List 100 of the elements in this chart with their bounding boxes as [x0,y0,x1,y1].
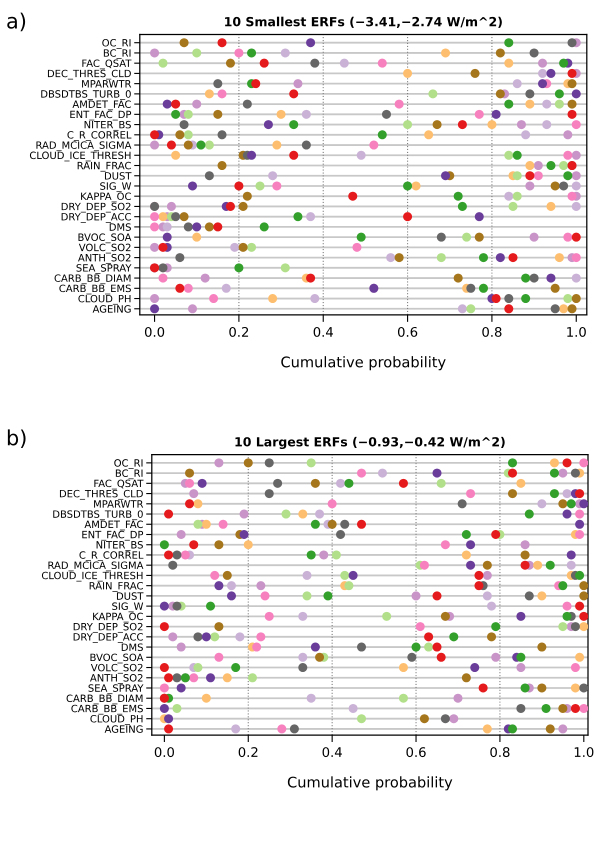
point [204,140,214,150]
point [572,89,581,98]
point [521,274,530,283]
point [150,304,160,314]
y-tick-label: OC_RI [102,39,130,49]
point [521,294,530,304]
point [534,161,543,170]
point [491,652,500,662]
point [466,489,476,498]
chart-title: 10 Largest ERFs (−0.93,−0.42 W/m^2) [235,436,505,450]
point [336,478,346,488]
point [487,632,496,642]
point [231,663,240,672]
y-tick-label: ENT_FAC_DP [70,110,132,120]
x-axis-title: Cumulative probability [281,356,446,370]
y-tick-label: KAPPA_OC [93,612,143,622]
point [524,510,534,519]
point [164,714,174,724]
point [306,274,316,283]
point [222,284,231,293]
point [273,478,282,488]
point [579,581,588,590]
point [512,150,522,160]
point [516,704,526,713]
point [192,222,202,232]
y-tick-label: DEC_THRES_CLD [48,70,131,80]
point [242,192,252,201]
y-tick-label: VOLC_SO2 [90,664,142,674]
point [550,181,560,190]
point [310,58,320,68]
point [214,540,224,550]
y-tick-label: DMS [110,223,131,231]
point [575,510,584,519]
point [478,683,488,692]
y-tick-label: RAD_MCICA_SIGMA [48,561,144,572]
point [328,499,337,508]
point [462,232,472,242]
point [150,48,160,58]
y-tick-label: OC_RI [114,459,142,469]
point [332,550,341,560]
point [572,253,581,262]
point [432,468,442,478]
point [348,704,358,713]
point [530,48,539,58]
point [508,458,518,468]
point [508,202,518,211]
point [424,642,434,652]
point [412,181,421,190]
point [521,130,530,140]
point [247,150,256,160]
point [508,724,518,734]
point [150,140,160,150]
x-tick-label: 0.2 [238,747,258,758]
point [525,100,534,109]
point [562,458,572,468]
y-tick-label: SEA_SPRAY [76,264,132,274]
x-tick-label: 0.6 [406,747,426,758]
point [202,632,211,642]
point [575,489,584,498]
point [458,304,467,314]
point [340,58,349,68]
point [150,212,160,222]
point [542,120,552,130]
point [474,110,484,119]
point [504,100,514,109]
point [542,100,552,109]
point [298,510,308,519]
point [298,612,308,621]
y-tick-label: CARB_BB_DIAM [54,274,130,284]
point [550,304,560,314]
y-tick-label: ANTH_SO2 [78,254,130,264]
point [184,110,193,119]
point [206,673,216,682]
point [210,570,220,580]
point [559,58,568,68]
point [196,140,206,150]
point [200,274,210,283]
point [570,683,580,692]
point [570,704,580,713]
point [162,222,172,232]
point [251,79,260,88]
point [231,724,240,734]
point [458,202,467,211]
point [474,212,484,222]
point [185,478,194,488]
x-tick-label: 0.2 [229,326,248,337]
y-tick-label: AGEING [104,725,143,733]
point [214,581,224,590]
point [487,120,496,130]
point [512,192,522,201]
point [436,253,446,262]
point [150,242,160,252]
point [537,591,546,600]
point [206,602,216,611]
point [386,253,396,262]
point [570,622,580,632]
point [166,140,176,150]
y-tick-label: CLOUD_ICE_THRESH [30,152,130,162]
point [306,458,316,468]
point [244,458,253,468]
